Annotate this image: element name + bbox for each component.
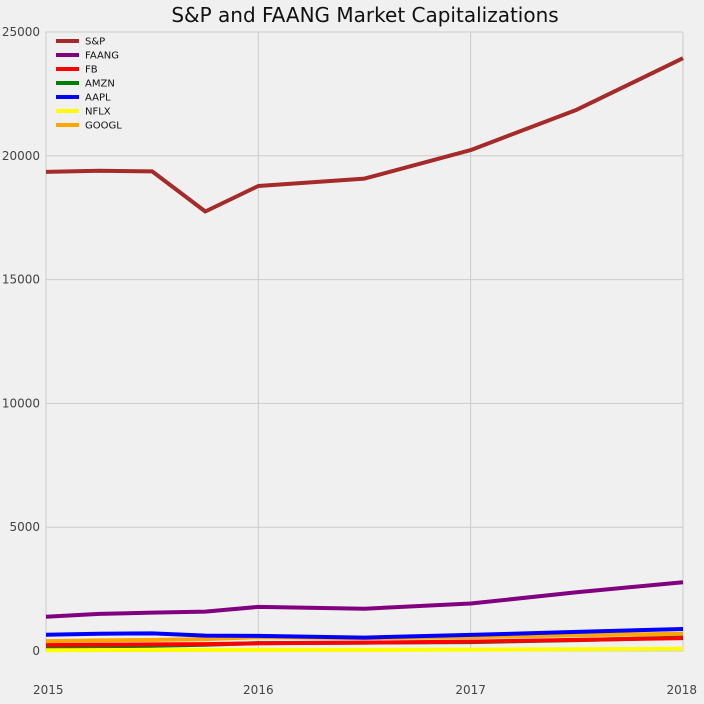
- series-line-nflx: [45, 646, 684, 653]
- legend-label: NFLX: [85, 107, 111, 118]
- legend-label: FB: [85, 65, 98, 76]
- series-lines: [45, 56, 684, 653]
- series-line-sp: [45, 56, 684, 214]
- x-tick-label: 2018: [666, 683, 697, 697]
- y-tick-labels: 0 5000 10000 15000 20000 25000: [2, 25, 40, 658]
- legend-label: S&P: [85, 37, 105, 48]
- x-tick-labels: 2015 2016 2017 2018: [33, 683, 697, 697]
- series-line-aapl: [45, 627, 684, 640]
- y-tick-label: 0: [32, 644, 40, 658]
- gridlines: [45, 31, 684, 652]
- y-tick-label: 15000: [2, 273, 40, 287]
- legend-label: AAPL: [85, 93, 111, 104]
- chart-title: S&P and FAANG Market Capitalizations: [171, 3, 558, 27]
- y-tick-label: 10000: [2, 396, 40, 410]
- x-tick-label: 2016: [243, 683, 274, 697]
- legend: S&P FAANG FB AMZN AAPL NFLX GOOGL: [56, 37, 122, 132]
- y-tick-label: 20000: [2, 149, 40, 163]
- y-tick-label: 5000: [9, 520, 40, 534]
- x-tick-label: 2017: [455, 683, 486, 697]
- x-tick-label: 2015: [33, 683, 64, 697]
- legend-label: GOOGL: [85, 121, 122, 132]
- legend-label: AMZN: [85, 79, 115, 90]
- legend-label: FAANG: [85, 51, 119, 62]
- y-tick-label: 25000: [2, 25, 40, 39]
- series-line-faang: [45, 580, 684, 619]
- series-line-fb: [45, 636, 684, 648]
